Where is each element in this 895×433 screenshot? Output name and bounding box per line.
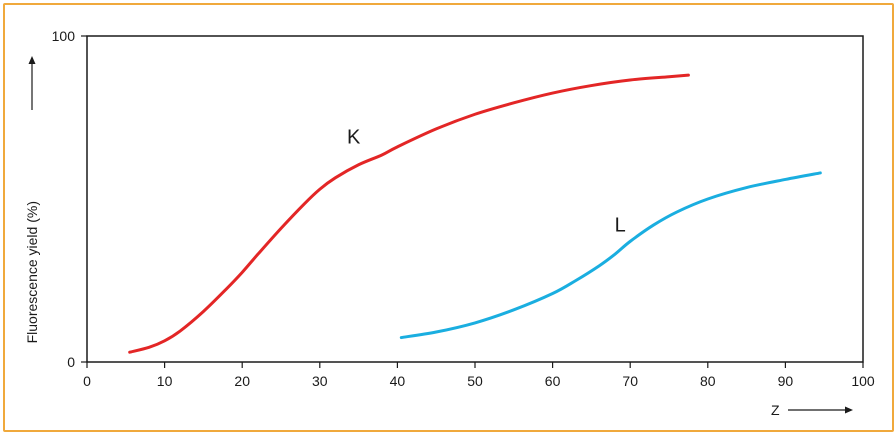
chart-frame: [3, 3, 894, 432]
y-axis-label: Fluorescence yield (%): [24, 201, 40, 343]
x-tick-label: 10: [157, 373, 173, 389]
x-tick-label: 100: [851, 373, 875, 389]
x-axis-arrow-head: [845, 406, 853, 414]
x-tick-label: 80: [700, 373, 716, 389]
series-label-l: L: [615, 215, 626, 237]
x-axis-label: Z: [771, 402, 780, 418]
x-tick-label: 60: [545, 373, 561, 389]
x-axis: 0 10 20 30 40 50 60 70 80 90 100: [83, 362, 875, 389]
y-axis: 0 100: [52, 28, 87, 370]
y-tick-label: 100: [52, 28, 76, 44]
x-tick-label: 20: [234, 373, 250, 389]
series-label-k: K: [347, 127, 361, 149]
x-tick-label: 90: [778, 373, 794, 389]
x-tick-label: 70: [622, 373, 638, 389]
x-tick-label: 0: [83, 373, 91, 389]
series-line-k: [128, 73, 690, 354]
series-line-l: [399, 171, 822, 340]
series-group: KL: [128, 73, 822, 354]
x-tick-label: 30: [312, 373, 328, 389]
y-axis-arrow-head: [28, 56, 36, 64]
x-tick-label: 40: [390, 373, 406, 389]
x-tick-label: 50: [467, 373, 483, 389]
y-tick-label: 0: [67, 354, 75, 370]
